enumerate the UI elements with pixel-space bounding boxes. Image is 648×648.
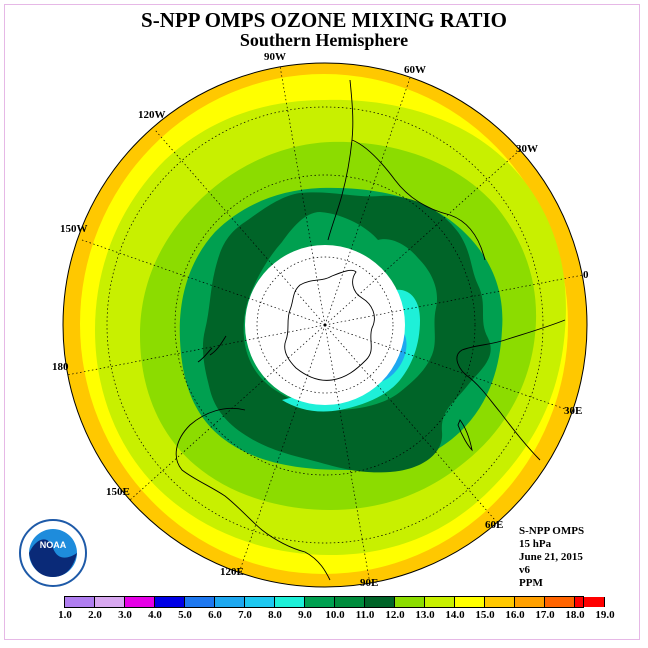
new-zealand-coast xyxy=(197,335,227,363)
colorbar-swatch xyxy=(215,597,245,607)
colorbar-tick-label: 12.0 xyxy=(385,609,405,621)
latitude-circle xyxy=(106,106,544,544)
noaa-logo: NOAA xyxy=(19,519,87,587)
colorbar-swatch xyxy=(425,597,455,607)
colorbar-tick-label: 9.0 xyxy=(298,609,312,621)
south-pole-marker xyxy=(323,323,327,327)
colorbar xyxy=(65,597,605,607)
lon-label-90e: 90E xyxy=(360,577,378,589)
meridian-line xyxy=(81,239,326,326)
colorbar-swatch xyxy=(95,597,125,607)
colorbar-tick-label: 14.0 xyxy=(445,609,465,621)
colorbar-outline xyxy=(64,596,584,608)
info-instrument: S-NPP OMPS xyxy=(519,525,585,537)
lon-label-0: 0 xyxy=(583,269,589,281)
colorbar-swatch xyxy=(575,597,605,607)
colorbar-swatch xyxy=(65,597,95,607)
colorbar-tick-label: 3.0 xyxy=(118,609,132,621)
colorbar-tick-label: 16.0 xyxy=(505,609,525,621)
info-date: June 21, 2015 xyxy=(519,551,583,563)
lon-label-120e: 120E xyxy=(220,566,244,578)
colorbar-swatch xyxy=(125,597,155,607)
lon-label-30w: 30W xyxy=(516,143,538,155)
lon-label-60e: 60E xyxy=(485,519,503,531)
colorbar-tick-label: 10.0 xyxy=(325,609,345,621)
colorbar-tick-label: 17.0 xyxy=(535,609,555,621)
colorbar-tick-label: 18.0 xyxy=(565,609,585,621)
colorbar-swatch xyxy=(485,597,515,607)
colorbar-swatch xyxy=(305,597,335,607)
info-level: 15 hPa xyxy=(519,538,552,550)
coastlines xyxy=(175,79,566,581)
colorbar-ticks: 1.0 2.0 3.0 4.0 5.0 6.0 7.0 8.0 9.0 10.0 11.0 12.0 1… xyxy=(0,609,648,623)
colorbar-tick-label: 7.0 xyxy=(238,609,252,621)
lon-label-90w: 90W xyxy=(264,51,286,63)
lon-label-30e: 30E xyxy=(564,405,582,417)
info-block: S-NPP OMPS 15 hPa June 21, 2015 v6 PPM xyxy=(519,525,584,590)
lon-label-60w: 60W xyxy=(404,64,426,76)
colorbar-swatch xyxy=(335,597,365,607)
colorbar-tick-label: 8.0 xyxy=(268,609,282,621)
logo-text: NOAA xyxy=(40,540,67,550)
meridian-line xyxy=(324,324,569,411)
map-title: S-NPP OMPS OZONE MIXING RATIO xyxy=(141,8,507,32)
logo-bird-icon xyxy=(29,539,77,577)
colorbar-swatch xyxy=(275,597,305,607)
lon-label-180: 180 xyxy=(52,361,69,373)
colorbar-swatch xyxy=(365,597,395,607)
colorbar-swatch xyxy=(515,597,545,607)
colorbar-tick-label: 5.0 xyxy=(178,609,192,621)
info-units: PPM xyxy=(519,577,543,589)
latitude-circle xyxy=(174,174,476,476)
south-america-coast xyxy=(327,79,486,261)
meridian-line xyxy=(239,324,326,571)
lon-label-150e: 150E xyxy=(106,486,130,498)
colorbar-tick-label: 1.0 xyxy=(58,609,72,621)
graticule xyxy=(66,65,584,585)
colorbar-tick-label: 19.0 xyxy=(595,609,615,621)
colorbar-swatch xyxy=(395,597,425,607)
meridian-line xyxy=(154,129,326,326)
colorbar-swatch xyxy=(455,597,485,607)
map-outer-boundary xyxy=(62,62,588,588)
latitude-circle xyxy=(256,256,394,394)
map-subtitle: Southern Hemisphere xyxy=(239,30,409,50)
meridian-line xyxy=(324,324,496,521)
lon-label-150w: 150W xyxy=(60,223,88,235)
antarctica-coast xyxy=(284,269,375,381)
australia-coast xyxy=(175,407,331,581)
africa-coast xyxy=(456,319,566,461)
colorbar-tick-label: 11.0 xyxy=(355,609,375,621)
colorbar-swatch xyxy=(545,597,575,607)
colorbar-swatch xyxy=(185,597,215,607)
info-version: v6 xyxy=(519,564,530,576)
colorbar-tick-label: 13.0 xyxy=(415,609,435,621)
figure-frame xyxy=(4,4,640,640)
madagascar-coast xyxy=(457,419,473,452)
lon-label-120w: 120W xyxy=(138,109,166,121)
colorbar-tick-label: 6.0 xyxy=(208,609,222,621)
colorbar-tick-label: 2.0 xyxy=(88,609,102,621)
colorbar-tick-label: 15.0 xyxy=(475,609,495,621)
colorbar-swatch xyxy=(245,597,275,607)
colorbar-swatch xyxy=(155,597,185,607)
ozone-band-cyan xyxy=(282,289,420,412)
colorbar-tick-label: 4.0 xyxy=(148,609,162,621)
